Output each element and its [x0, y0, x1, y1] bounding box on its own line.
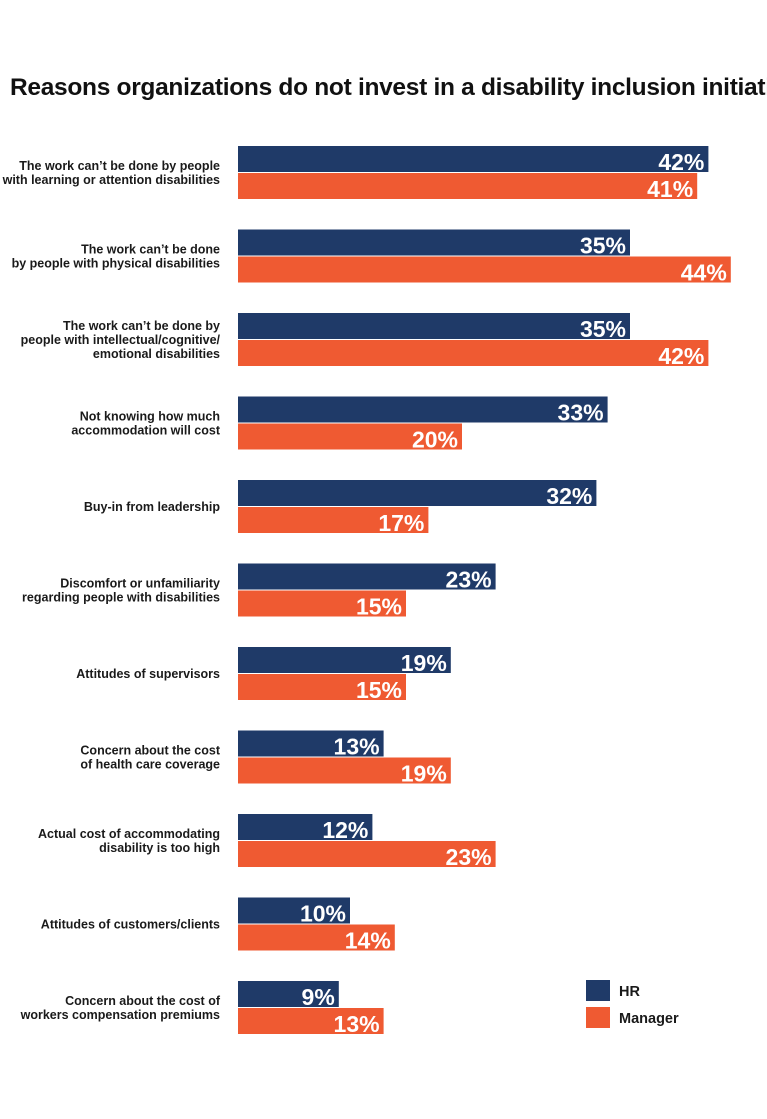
bar-value-label: 44% [681, 260, 727, 286]
category-label: The work can’t be done by people with int… [21, 319, 221, 361]
bar-manager [238, 340, 709, 366]
category-group: 23% 15% Discomfort or unfamiliarity regardi… [22, 563, 496, 620]
category-group: 35% 42% The work can’t be done by people wi… [21, 313, 709, 369]
bar-hr [238, 730, 384, 757]
bar-value-label: 13% [334, 734, 380, 760]
category-label: Buy-in from leadership [84, 500, 220, 514]
category-group: 35% 44% The work can’t be done by people wi… [12, 229, 731, 286]
bar-manager [238, 507, 429, 533]
bar-manager [238, 173, 698, 199]
bar-value-label: 23% [446, 844, 492, 870]
bar-manager [238, 841, 496, 867]
bar-hr [238, 146, 709, 172]
category-label: Not knowing how much accommodation will c… [71, 410, 220, 438]
category-label: Discomfort or unfamiliarity regarding peo… [22, 577, 220, 605]
bar-hr [238, 480, 597, 506]
bar-value-label: 42% [658, 149, 704, 175]
bar-hr [238, 981, 339, 1007]
bar-manager [238, 423, 462, 450]
legend-label-manager: Manager [619, 1011, 679, 1027]
category-label: The work can’t be done by people with phy… [12, 243, 220, 271]
chart-title: Reasons organizations do not invest in a… [10, 74, 767, 101]
bar-value-label: 32% [546, 483, 592, 509]
bar-hr [238, 229, 630, 256]
bar-value-label: 19% [401, 650, 447, 676]
bar-hr [238, 563, 496, 590]
bar-hr [238, 814, 373, 840]
legend: HR Manager [586, 980, 679, 1028]
legend-label-hr: HR [619, 984, 640, 1000]
bar-value-label: 10% [300, 901, 346, 927]
bar-value-label: 12% [322, 817, 368, 843]
bar-value-label: 17% [378, 510, 424, 536]
category-label: Concern about the cost of workers compens… [20, 994, 221, 1022]
category-label: Actual cost of accommodating disability i… [38, 827, 220, 855]
bar-value-label: 9% [302, 984, 335, 1010]
category-group: 32% 17% Buy-in from leadership [84, 480, 597, 536]
bar-value-label: 41% [647, 176, 693, 202]
category-label: Concern about the cost of health care cov… [80, 744, 220, 772]
bar-manager [238, 256, 731, 283]
bar-manager [238, 674, 406, 700]
category-group: 12% 23% Actual cost of accommodating disabi… [38, 814, 496, 870]
bar-value-label: 23% [446, 567, 492, 593]
bar-value-label: 42% [658, 343, 704, 369]
category-group: 33% 20% Not knowing how much accommodation … [71, 396, 608, 453]
bar-manager [238, 590, 406, 617]
bar-manager [238, 1008, 384, 1034]
legend-swatch-hr [586, 980, 610, 1001]
category-label: Attitudes of customers/clients [41, 918, 220, 932]
bar-value-label: 20% [412, 427, 458, 453]
category-group: 42%41% The work can’t be done by people wi… [2, 146, 709, 202]
category-group: 9%13% Concern about the cost of workers co… [20, 981, 384, 1037]
bars-layer: 42%41%The work can’t be done by people wi… [2, 146, 731, 1037]
category-group: 13% 19% Concern about the cost of health ca… [80, 730, 451, 787]
bar-manager [238, 757, 451, 784]
category-group: 19%15% Attitudes of supervisors [76, 647, 451, 703]
bar-value-label: 33% [558, 400, 604, 426]
legend-swatch-manager [586, 1007, 610, 1028]
bar-value-label: 35% [580, 316, 626, 342]
bar-value-label: 15% [356, 594, 402, 620]
bar-hr [238, 396, 608, 423]
category-group: 10%14% Attitudes of customers/clients [41, 897, 395, 954]
bar-value-label: 15% [356, 677, 402, 703]
bar-value-label: 19% [401, 761, 447, 787]
bar-manager [238, 924, 395, 951]
bar-value-label: 35% [580, 233, 626, 259]
bar-value-label: 13% [334, 1011, 380, 1037]
category-label: The work can’t be done by people with lea… [2, 159, 220, 187]
bar-hr [238, 897, 350, 924]
bar-hr [238, 647, 451, 673]
bar-value-label: 14% [345, 928, 391, 954]
bar-hr [238, 313, 630, 339]
category-label: Attitudes of supervisors [76, 667, 220, 681]
